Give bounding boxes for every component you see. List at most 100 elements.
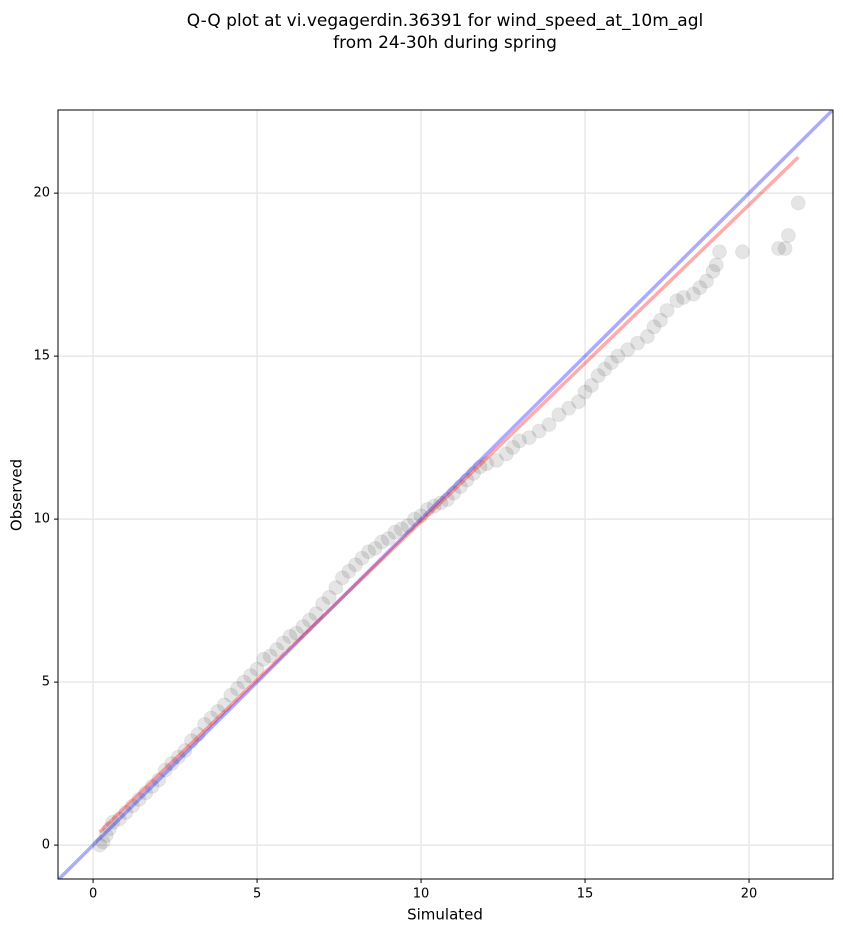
point <box>780 228 796 244</box>
point <box>777 241 793 257</box>
point <box>164 756 180 772</box>
point <box>652 312 668 328</box>
point <box>282 628 298 644</box>
point <box>603 355 619 371</box>
x-tick-label: 10 <box>413 887 430 902</box>
point <box>118 804 134 820</box>
point <box>584 377 600 393</box>
y-tick-label: 0 <box>42 838 50 853</box>
ticks: 0 5 10 15 20 0 5 10 15 20 <box>33 186 757 902</box>
point <box>466 465 482 481</box>
point <box>328 580 344 596</box>
point <box>229 681 245 697</box>
point <box>426 498 442 514</box>
point <box>138 785 154 801</box>
point <box>177 743 193 759</box>
point <box>183 733 199 749</box>
point <box>541 417 557 433</box>
point <box>210 703 226 719</box>
point <box>459 472 475 488</box>
point <box>367 540 383 556</box>
point <box>561 400 577 416</box>
point <box>452 479 468 495</box>
point <box>223 687 239 703</box>
point <box>734 244 750 260</box>
x-tick-label: 0 <box>89 887 97 902</box>
point <box>511 433 527 449</box>
point <box>275 635 291 651</box>
point <box>308 606 324 622</box>
grid <box>58 110 833 879</box>
point <box>347 557 363 573</box>
point <box>420 501 436 517</box>
point <box>630 335 646 351</box>
point <box>105 814 121 830</box>
point <box>488 452 504 468</box>
point <box>302 612 318 628</box>
point <box>269 642 285 658</box>
point <box>479 456 495 472</box>
point <box>341 563 357 579</box>
point <box>570 394 586 410</box>
point <box>413 508 429 524</box>
reference-line <box>58 110 833 879</box>
point <box>610 348 626 364</box>
point <box>321 589 337 605</box>
point <box>236 674 252 690</box>
point <box>669 293 685 309</box>
point <box>124 798 140 814</box>
point <box>531 423 547 439</box>
x-tick-label: 15 <box>577 887 594 902</box>
point <box>334 570 350 586</box>
point <box>157 762 173 778</box>
point <box>620 342 636 358</box>
reference-line <box>98 156 800 834</box>
point <box>111 811 127 827</box>
point <box>361 544 377 560</box>
point <box>92 837 108 853</box>
point <box>498 446 514 462</box>
point <box>393 521 409 537</box>
point <box>197 716 213 732</box>
y-tick-label: 10 <box>33 512 50 527</box>
y-tick-label: 15 <box>33 349 50 364</box>
point <box>590 368 606 384</box>
point <box>646 319 662 335</box>
point <box>190 726 206 742</box>
point <box>771 241 787 257</box>
point <box>439 492 455 508</box>
chart-title: Q-Q plot at vi.vegagerdin.36391 for wind… <box>187 11 703 31</box>
y-axis-label: Observed <box>8 459 26 531</box>
point <box>521 430 537 446</box>
point <box>685 286 701 302</box>
point <box>354 550 370 566</box>
chart-title: from 24-30h during spring <box>333 33 557 53</box>
point <box>315 596 331 612</box>
x-tick-label: 5 <box>253 887 261 902</box>
point <box>288 625 304 641</box>
y-tick-label: 20 <box>33 186 50 201</box>
point <box>95 834 111 850</box>
point <box>639 329 655 345</box>
point <box>698 273 714 289</box>
axes-frame <box>57 109 834 880</box>
point <box>170 749 186 765</box>
point <box>101 821 117 837</box>
point <box>374 534 390 550</box>
point <box>708 257 724 273</box>
point <box>433 495 449 511</box>
point <box>712 244 728 260</box>
point <box>216 697 232 713</box>
point <box>597 361 613 377</box>
point <box>144 778 160 794</box>
point <box>446 485 462 501</box>
point <box>131 791 147 807</box>
point <box>249 661 265 677</box>
point <box>705 263 721 279</box>
point <box>472 459 488 475</box>
point <box>243 668 259 684</box>
point <box>577 384 593 400</box>
point <box>387 524 403 540</box>
point <box>692 280 708 296</box>
point <box>675 289 691 305</box>
